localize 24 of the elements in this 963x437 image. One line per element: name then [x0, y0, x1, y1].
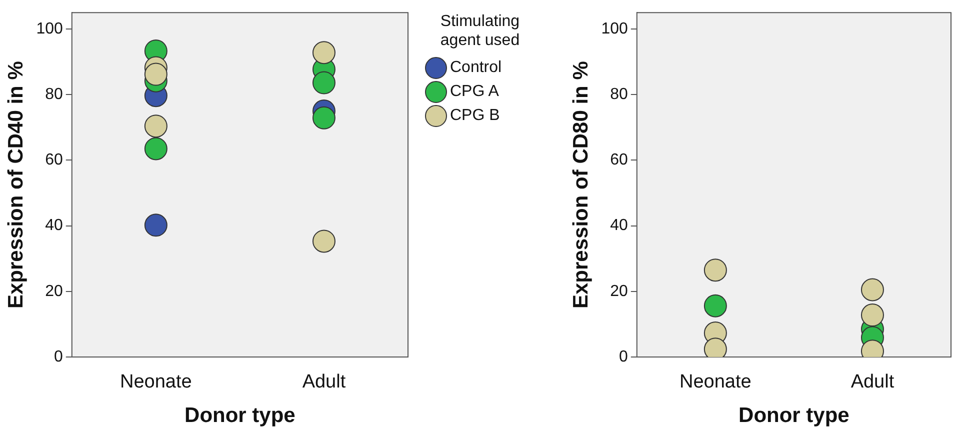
y-tick-label: 20 [610, 282, 628, 300]
y-tick-label: 60 [610, 152, 628, 169]
legend-label: CPG A [450, 83, 499, 101]
y-axis-title: Expression of CD40 in % [4, 60, 28, 309]
x-axis-title: Donor type [184, 404, 296, 428]
y-tick-label: 100 [601, 20, 628, 38]
legend-label: Control [450, 59, 502, 77]
y-tick-label: 0 [618, 348, 628, 366]
y-tick-label: 0 [54, 348, 63, 366]
x-axis-title: Donor type [738, 404, 850, 428]
y-tick-label: 80 [610, 86, 628, 104]
y-tick-label: 20 [45, 282, 63, 300]
legend-title: Stimulating agent used [439, 12, 521, 50]
x-tick-label: Neonate [680, 372, 752, 393]
legend-label: CPG B [450, 107, 500, 125]
y-axis-title: Expression of CD80 in % [569, 60, 592, 309]
y-tick-label: 80 [45, 86, 63, 104]
y-tick-label: 100 [36, 20, 63, 38]
x-tick-label: Adult [302, 372, 346, 393]
x-tick-label: Adult [850, 372, 895, 393]
y-tick-label: 40 [610, 217, 628, 234]
y-tick-label: 60 [45, 152, 63, 169]
x-tick-label: Neonate [120, 372, 192, 393]
y-tick-label: 40 [45, 217, 63, 234]
